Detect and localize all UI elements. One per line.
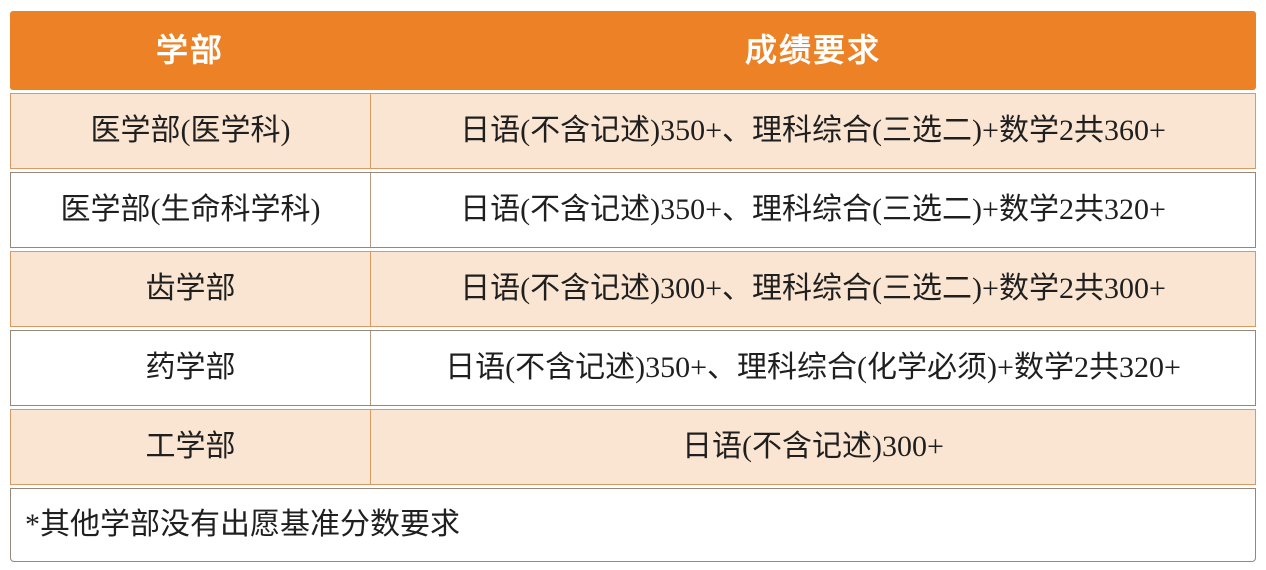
requirement-cell: 日语(不含记述)300+: [682, 430, 944, 463]
requirement-cell: 日语(不含记述)350+、理科综合(化学必须)+数学2共320+: [445, 351, 1181, 384]
department-cell: 医学部(生命科学科): [11, 173, 371, 247]
department-cell: 齿学部: [11, 252, 371, 326]
department-cell: 工学部: [11, 410, 371, 484]
requirement-cell: 日语(不含记述)300+、理科综合(三选二)+数学2共300+: [460, 272, 1166, 305]
table-row: 齿学部 日语(不含记述)300+、理科综合(三选二)+数学2共300+: [10, 251, 1256, 327]
table-row: 医学部(医学科) 日语(不含记述)350+、理科综合(三选二)+数学2共360+: [10, 93, 1256, 169]
column-header-department: 学部: [155, 32, 224, 69]
table-row: 药学部 日语(不含记述)350+、理科综合(化学必须)+数学2共320+: [10, 330, 1256, 406]
department-cell: 药学部: [11, 331, 371, 405]
footnote-text: *其他学部没有出愿基准分数要求: [25, 508, 460, 541]
footnote-row: *其他学部没有出愿基准分数要求: [10, 488, 1256, 562]
table-header-row: 学部 成绩要求: [10, 11, 1256, 90]
table-row: 医学部(生命科学科) 日语(不含记述)350+、理科综合(三选二)+数学2共32…: [10, 172, 1256, 248]
requirement-cell: 日语(不含记述)350+、理科综合(三选二)+数学2共320+: [460, 193, 1166, 226]
requirement-cell: 日语(不含记述)350+、理科综合(三选二)+数学2共360+: [460, 114, 1166, 147]
department-cell: 医学部(医学科): [11, 94, 371, 168]
admission-score-table: 学部 成绩要求 医学部(医学科) 日语(不含记述)350+、理科综合(三选二)+…: [10, 11, 1256, 562]
table-row: 工学部 日语(不含记述)300+: [10, 409, 1256, 485]
column-header-requirement: 成绩要求: [744, 32, 881, 69]
